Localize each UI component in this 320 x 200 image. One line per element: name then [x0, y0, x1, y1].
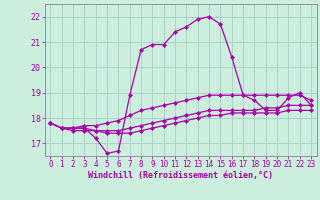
X-axis label: Windchill (Refroidissement éolien,°C): Windchill (Refroidissement éolien,°C) — [88, 171, 273, 180]
